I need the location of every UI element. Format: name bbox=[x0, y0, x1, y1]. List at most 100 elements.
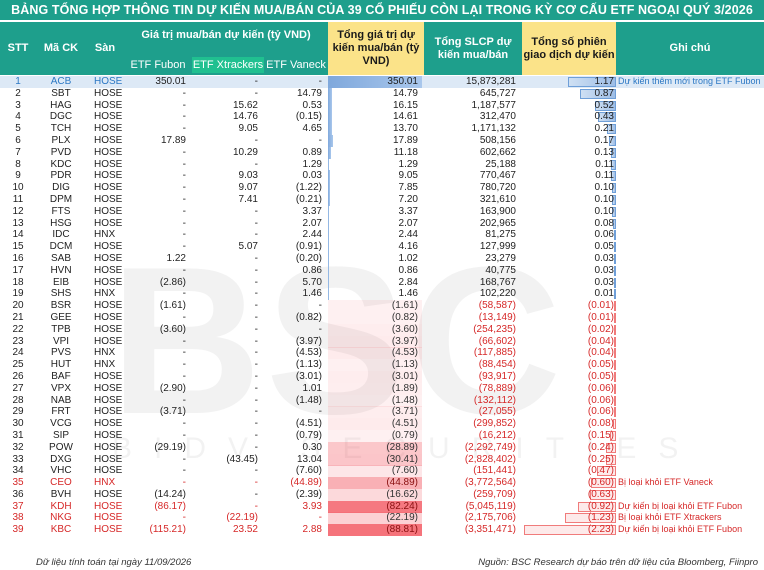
sessions-bar bbox=[611, 159, 616, 170]
cell-stt: 22 bbox=[12, 323, 24, 335]
cell-note: Bị loại khỏi ETF Xtrackers bbox=[618, 512, 722, 523]
cell-total: (0.79) bbox=[328, 429, 424, 442]
cell-xtrackers: - bbox=[254, 347, 258, 359]
cell-slcp: (66,602) bbox=[478, 335, 516, 347]
cell-vaneck: (7.60) bbox=[295, 465, 322, 477]
cell-sessions: 0.10 bbox=[522, 182, 616, 194]
total-value: 1.46 bbox=[398, 288, 418, 300]
sessions-value: 0.21 bbox=[594, 123, 614, 135]
cell-xtrackers: - bbox=[254, 477, 258, 489]
cell-note bbox=[616, 383, 764, 395]
cell-vaneck: (0.79) bbox=[295, 429, 322, 441]
cell-ticker: SIP bbox=[52, 429, 70, 441]
total-bar bbox=[328, 394, 422, 407]
cell-total: (44.89) bbox=[328, 477, 424, 490]
sessions-value: (0.25) bbox=[587, 453, 614, 465]
total-value: (88.81) bbox=[386, 524, 418, 536]
cell-xtrackers: 5.07 bbox=[238, 241, 258, 253]
cell-stt: 21 bbox=[12, 311, 24, 323]
cell-xtrackers: 15.62 bbox=[232, 99, 258, 111]
cell-xtrackers: - bbox=[254, 300, 258, 312]
total-bar bbox=[328, 512, 422, 525]
cell-note bbox=[616, 371, 764, 383]
cell-fubon: - bbox=[182, 311, 186, 323]
cell-exchange: HNX bbox=[94, 477, 116, 489]
cell-fubon: (3.60) bbox=[159, 323, 186, 335]
sessions-bar bbox=[613, 395, 616, 406]
cell-exchange: HOSE bbox=[94, 170, 123, 182]
cell-vaneck: (2.39) bbox=[295, 488, 322, 500]
cell-total: (1.89) bbox=[328, 382, 424, 395]
cell-total: (1.48) bbox=[328, 394, 424, 407]
cell-total: (0.82) bbox=[328, 311, 424, 324]
total-bar bbox=[328, 217, 329, 230]
cell-xtrackers: - bbox=[254, 264, 258, 276]
cell-fubon: (2.90) bbox=[159, 382, 186, 394]
cell-ticker: PLX bbox=[51, 134, 71, 146]
total-bar bbox=[328, 76, 422, 88]
total-value: 7.85 bbox=[398, 182, 418, 194]
cell-exchange: HOSE bbox=[94, 524, 123, 536]
cell-total: 7.85 bbox=[328, 182, 424, 195]
cell-note bbox=[616, 359, 764, 371]
total-bar bbox=[328, 311, 422, 324]
cell-exchange: HOSE bbox=[94, 300, 123, 312]
cell-vaneck: - bbox=[318, 323, 322, 335]
cell-vaneck: (0.20) bbox=[295, 252, 322, 264]
cell-note bbox=[616, 135, 764, 147]
cell-stt: 34 bbox=[12, 465, 24, 477]
sessions-value: (0.01) bbox=[587, 300, 614, 312]
cell-exchange: HOSE bbox=[94, 418, 123, 430]
table-row: 9 PDR HOSE - 9.03 0.03 9.05 770,467 0.11 bbox=[0, 170, 764, 183]
footer-source: Nguồn: BSC Research dự báo trên dữ liệu … bbox=[478, 557, 758, 568]
header-ma: Mã CK bbox=[43, 42, 79, 54]
cell-slcp: 321,610 bbox=[479, 193, 516, 205]
cell-slcp: (117,885) bbox=[473, 347, 516, 359]
cell-xtrackers: - bbox=[254, 229, 258, 241]
cell-sessions: (2.23) bbox=[522, 524, 616, 536]
header-slcp: Tổng SLCP dự kiến mua/bán bbox=[434, 35, 512, 61]
cell-slcp: 770,467 bbox=[479, 170, 516, 182]
total-value: 3.37 bbox=[398, 205, 418, 217]
cell-ticker: DXG bbox=[50, 453, 72, 465]
cell-xtrackers: - bbox=[254, 335, 258, 347]
cell-stt: 39 bbox=[12, 524, 24, 536]
cell-xtrackers: - bbox=[254, 288, 258, 300]
cell-ticker: VCG bbox=[50, 418, 72, 430]
total-bar bbox=[328, 241, 330, 254]
sessions-value: 0.10 bbox=[594, 205, 614, 217]
sessions-value: 1.17 bbox=[594, 76, 614, 87]
table-row: 16 SAB HOSE 1.22 - (0.20) 1.02 23,279 0.03 bbox=[0, 252, 764, 265]
table-row: 33 DXG HOSE - (43.45) 13.04 (30.41) (2,828,402)… bbox=[0, 453, 764, 466]
cell-ticker: CEO bbox=[50, 477, 72, 489]
cell-ticker: HAG bbox=[50, 99, 72, 111]
total-value: (1.89) bbox=[391, 382, 418, 394]
cell-slcp: 81,275 bbox=[485, 229, 516, 241]
cell-vaneck: (1.13) bbox=[295, 359, 322, 371]
total-value: (1.48) bbox=[391, 394, 418, 406]
cell-exchange: HOSE bbox=[94, 323, 123, 335]
cell-sessions: (0.60) bbox=[522, 477, 616, 489]
cell-vaneck: 14.79 bbox=[296, 87, 322, 99]
cell-total: (22.19) bbox=[328, 512, 424, 525]
table-header: STT Mã CK Sàn Giá trị mua/bán dự kiến (t… bbox=[0, 22, 764, 75]
cell-exchange: HOSE bbox=[94, 193, 123, 205]
sessions-value: 0.10 bbox=[594, 182, 614, 194]
cell-ticker: HUT bbox=[50, 359, 72, 371]
cell-total: (30.41) bbox=[328, 453, 424, 466]
sessions-bar bbox=[614, 312, 616, 323]
sessions-value: (0.60) bbox=[587, 477, 614, 489]
sessions-bar bbox=[605, 454, 616, 465]
sessions-value: (0.06) bbox=[587, 382, 614, 394]
cell-xtrackers: 9.03 bbox=[238, 170, 258, 182]
cell-note: Bị loại khỏi ETF Vaneck bbox=[618, 477, 713, 488]
cell-slcp: 202,965 bbox=[479, 217, 516, 229]
cell-ticker: DPM bbox=[49, 193, 73, 205]
total-value: (3.01) bbox=[391, 370, 418, 382]
sessions-value: (0.06) bbox=[587, 406, 614, 418]
cell-sessions: 0.13 bbox=[522, 147, 616, 159]
sessions-bar bbox=[614, 265, 616, 276]
footer-date-note: Dữ liệu tính toán tại ngày 11/09/2026 bbox=[36, 557, 192, 568]
cell-fubon: - bbox=[182, 217, 186, 229]
cell-fubon: - bbox=[182, 335, 186, 347]
